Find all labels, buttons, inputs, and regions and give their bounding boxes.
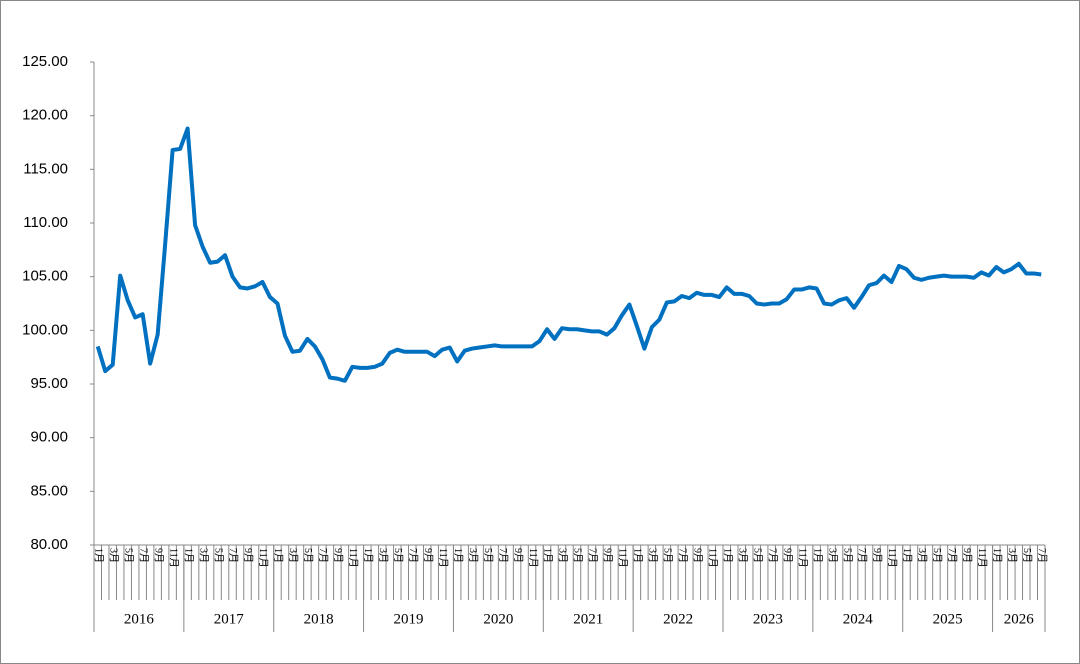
x-tick-label: 5月 — [662, 548, 674, 563]
y-tick-label: 100.00 — [22, 321, 68, 338]
x-tick-label: 7月 — [497, 548, 509, 563]
x-tick-label: 11月 — [706, 548, 718, 568]
x-tick-label: 3月 — [647, 548, 659, 563]
x-tick-label: 9月 — [781, 548, 793, 563]
x-tick-label: 5月 — [1021, 548, 1033, 563]
x-tick-label: 5月 — [392, 548, 404, 563]
x-tick-label: 5月 — [572, 548, 584, 563]
x-tick-label: 11月 — [886, 548, 898, 568]
year-label: 2023 — [753, 611, 783, 627]
x-tick-label: 9月 — [332, 548, 344, 563]
x-tick-label: 5月 — [302, 548, 314, 563]
x-tick-label: 1月 — [542, 548, 554, 563]
x-tick-label: 3月 — [557, 548, 569, 563]
x-tick-label: 3月 — [916, 548, 928, 563]
year-label: 2016 — [124, 611, 155, 627]
x-tick-label: 1月 — [632, 548, 644, 563]
x-tick-label: 7月 — [137, 548, 149, 563]
x-tick-label: 11月 — [347, 548, 359, 568]
x-tick-label: 11月 — [796, 548, 808, 568]
x-tick-label: 3月 — [107, 548, 119, 563]
x-tick-label: 9月 — [961, 548, 973, 563]
x-tick-label: 5月 — [212, 548, 224, 563]
x-tick-label: 11月 — [527, 548, 539, 568]
x-tick-label: 3月 — [287, 548, 299, 563]
x-tick-label: 9月 — [692, 548, 704, 563]
x-tick-label: 7月 — [946, 548, 958, 563]
x-tick-label: 7月 — [1036, 548, 1048, 563]
y-tick-label: 95.00 — [30, 375, 68, 392]
y-tick-label: 90.00 — [30, 429, 68, 446]
year-label: 2021 — [573, 611, 603, 627]
x-tick-label: 1月 — [991, 548, 1003, 563]
y-tick-label: 125.00 — [22, 53, 68, 70]
x-tick-label: 1月 — [272, 548, 284, 563]
year-label: 2019 — [394, 611, 424, 627]
x-tick-label: 1月 — [182, 548, 194, 563]
year-label: 2020 — [483, 611, 513, 627]
y-tick-label: 80.00 — [30, 536, 68, 553]
y-tick-label: 120.00 — [22, 107, 68, 124]
x-tick-label: 11月 — [257, 548, 269, 568]
x-tick-label: 7月 — [766, 548, 778, 563]
x-tick-label: 11月 — [617, 548, 629, 568]
x-tick-label: 1月 — [721, 548, 733, 563]
y-tick-label: 115.00 — [23, 160, 68, 177]
x-tick-label: 9月 — [871, 548, 883, 563]
x-tick-label: 9月 — [602, 548, 614, 563]
x-tick-label: 3月 — [467, 548, 479, 563]
x-tick-label: 5月 — [841, 548, 853, 563]
x-tick-label: 9月 — [152, 548, 164, 563]
x-tick-label: 1月 — [901, 548, 913, 563]
x-tick-label: 7月 — [317, 548, 329, 563]
x-tick-label: 9月 — [422, 548, 434, 563]
x-tick-label: 3月 — [1006, 548, 1018, 563]
x-tick-label: 5月 — [751, 548, 763, 563]
series-line — [95, 126, 1042, 383]
year-label: 2017 — [214, 611, 245, 627]
x-tick-label: 5月 — [122, 548, 134, 563]
x-tick-label: 11月 — [167, 548, 179, 568]
x-tick-label: 11月 — [976, 548, 988, 568]
x-tick-label: 7月 — [407, 548, 419, 563]
y-tick-label: 110.00 — [23, 214, 68, 231]
x-tick-label: 7月 — [587, 548, 599, 563]
y-tick-label: 105.00 — [22, 268, 68, 285]
x-tick-label: 11月 — [437, 548, 449, 568]
year-label: 2018 — [304, 611, 334, 627]
x-tick-label: 9月 — [512, 548, 524, 563]
x-tick-label: 1月 — [811, 548, 823, 563]
x-tick-label: 3月 — [197, 548, 209, 563]
x-tick-label: 3月 — [377, 548, 389, 563]
x-tick-label: 1月 — [92, 548, 104, 563]
x-tick-label: 1月 — [452, 548, 464, 563]
x-tick-label: 3月 — [736, 548, 748, 563]
year-label: 2025 — [933, 611, 963, 627]
year-label: 2026 — [1004, 611, 1035, 627]
x-tick-label: 1月 — [362, 548, 374, 563]
x-tick-label: 5月 — [482, 548, 494, 563]
year-label: 2022 — [663, 611, 693, 627]
year-label: 2024 — [843, 611, 874, 627]
y-tick-label: 85.00 — [30, 482, 68, 499]
x-tick-label: 3月 — [826, 548, 838, 563]
x-tick-label: 9月 — [242, 548, 254, 563]
x-tick-label: 5月 — [931, 548, 943, 563]
x-tick-label: 7月 — [227, 548, 239, 563]
x-tick-label: 7月 — [677, 548, 689, 563]
x-tick-label: 7月 — [856, 548, 868, 563]
